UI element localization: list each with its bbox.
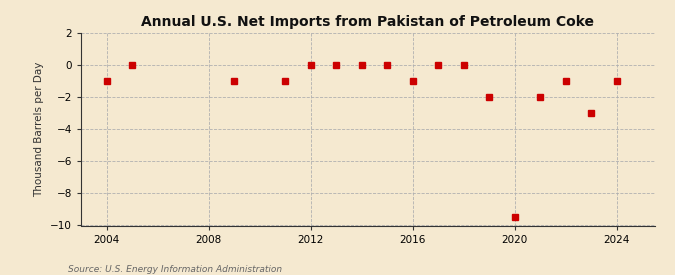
Y-axis label: Thousand Barrels per Day: Thousand Barrels per Day: [34, 62, 45, 197]
Title: Annual U.S. Net Imports from Pakistan of Petroleum Coke: Annual U.S. Net Imports from Pakistan of…: [141, 15, 595, 29]
Text: Source: U.S. Energy Information Administration: Source: U.S. Energy Information Administ…: [68, 265, 281, 274]
